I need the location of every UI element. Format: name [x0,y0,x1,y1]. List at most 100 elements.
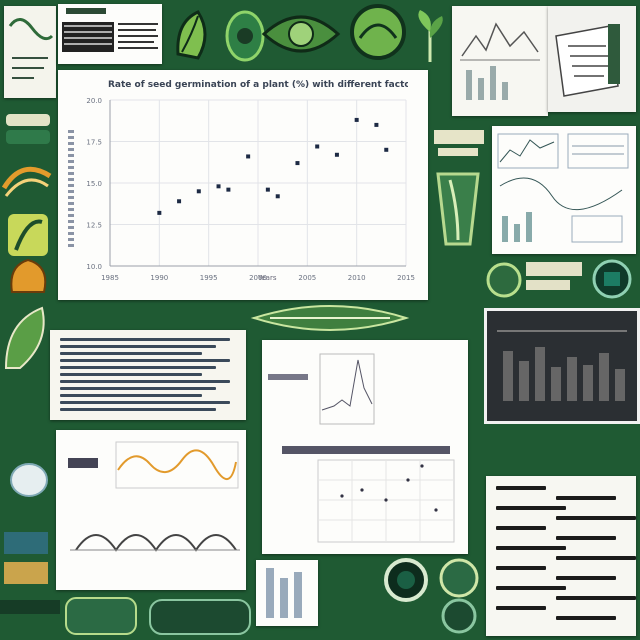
data-point [216,184,221,189]
branch-banner-icon [250,300,410,336]
y-tick-label: 17.5 [86,139,102,147]
data-point [384,147,389,152]
text-document-card [50,330,246,420]
sketch-icon [8,18,54,79]
moon-icon [8,460,50,500]
data-point [246,154,251,159]
leaf-stack-icon [4,110,52,152]
plant-vase-icon [432,170,484,248]
top-right-sketch-card [452,6,548,116]
grid-lines [109,99,407,267]
x-tick-label: 1985 [101,274,119,282]
text-placeholder-line [556,536,616,540]
top-right-book-card [548,6,636,112]
sprig-icon [484,260,524,300]
wave-chart-card [56,430,246,590]
sprout-icon [410,8,450,64]
data-point [226,187,231,192]
text-placeholder-line [60,394,202,397]
x-axis-label: Years [258,274,277,282]
text-placeholder-line [60,408,216,411]
text-placeholder-line [496,506,566,510]
data-points [157,117,389,215]
dark-bar-thumbnail [497,330,627,401]
data-point [295,161,300,166]
x-tick-label: 2000 [249,274,267,282]
data-point [334,152,339,157]
data-point [157,210,162,215]
bottom-small-card [256,560,318,626]
spike-and-scatter-thumbnail [268,353,455,543]
text-placeholder-line [556,596,636,600]
y-tick-label: 10.0 [86,263,102,271]
y-tick-label: 20.0 [86,97,102,105]
text-placeholder-line [60,359,230,362]
y-tick-labels: 10.0 12.5 15.0 17.5 20.0 [86,97,102,271]
vine-wreath-icon [222,6,268,64]
y-tick-label: 15.0 [86,180,102,188]
text-placeholder-line [496,526,546,530]
text-placeholder-line [556,516,636,520]
text-placeholder-line [556,616,616,620]
label-tag-icon [524,260,584,296]
top-left-note-card [4,6,56,98]
table-thumbnail [62,8,158,52]
chart-title: Rate of seed germination of a plant (%) … [108,80,408,90]
text-placeholder-line [556,556,636,560]
plant-pod-icon [346,2,410,62]
data-point [315,144,320,149]
text-placeholder-line [556,496,616,500]
y-axis-label-blur [68,130,74,250]
bottom-ring-icon [382,556,430,604]
leaf-cluster-icon [168,4,218,64]
top-table-card [58,4,162,64]
text-placeholder-line [60,345,216,348]
text-placeholder-line [556,576,616,580]
dark-bar-chart-card [484,308,640,424]
center-spike-chart-card [262,340,468,554]
axes [109,100,406,267]
right-line-charts-card [492,126,636,254]
data-point [265,187,270,192]
main-chart-card: Rate of seed germination of a plant (%) … [58,70,428,300]
right-text-card [486,476,636,636]
y-tick-label: 12.5 [86,222,102,230]
book-sketch-thumbnail [555,24,620,97]
vine-icon [2,156,52,202]
circle-badge-icon [588,258,636,300]
text-placeholder-line [60,338,230,341]
text-placeholder-line [496,566,546,570]
text-placeholder-line [496,586,566,590]
text-placeholder-line [496,546,566,550]
text-placeholder-line [60,373,202,376]
text-placeholder-line [60,366,216,369]
x-tick-labels: 1985 1990 1995 2000 2005 2010 2015 [101,274,415,282]
text-placeholder-line [60,387,216,390]
x-tick-label: 2005 [298,274,316,282]
ideal-badge [432,124,486,164]
seed-icon [6,256,50,296]
text-placeholder-line [60,380,230,383]
x-tick-label: 1995 [200,274,218,282]
data-point [275,194,280,199]
green-leaf-icon [6,212,50,258]
x-tick-label: 2015 [397,274,415,282]
data-point [354,117,359,122]
mini-line-charts [497,133,629,243]
data-point [374,122,379,127]
scatter-plot: 10.0 12.5 15.0 17.5 20.0 1985 1990 1995 2000 200… [86,97,415,282]
text-placeholder-line [60,352,202,355]
text-placeholder-line [60,401,230,404]
bottom-leaf-icon [436,556,482,636]
bottom-green-bands [0,596,260,640]
wave-chart-thumbnail [68,441,240,552]
leaf-ring-icon [258,4,344,62]
x-tick-label: 2010 [348,274,366,282]
x-tick-label: 1990 [150,274,168,282]
data-point [177,199,182,204]
line-sketch-thumbnail [460,22,540,100]
left-row-leaf-icon [2,302,52,372]
wave-strip-icon [2,530,50,594]
data-point [196,189,201,194]
